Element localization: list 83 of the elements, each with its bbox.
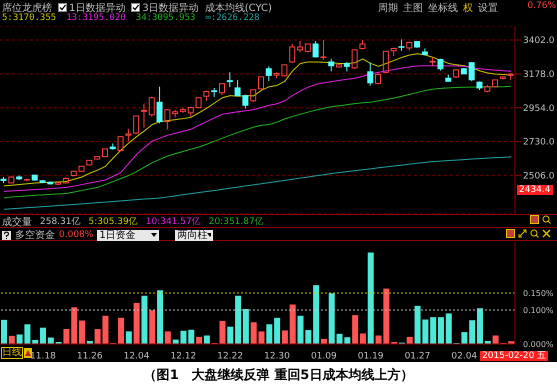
y-tick-label: 0.150% [523, 288, 554, 298]
dropdown-field: 两向柱 [175, 230, 214, 240]
text: 13:3195.020 [66, 13, 126, 23]
bar [368, 252, 374, 344]
text: 成交量 [2, 216, 32, 229]
bar [149, 310, 156, 344]
bar [336, 334, 343, 344]
bar [414, 306, 421, 344]
bar [344, 337, 350, 344]
bar [492, 336, 499, 344]
x-tick-label: 02.04 [451, 351, 478, 362]
bar [16, 334, 23, 344]
bar [118, 318, 124, 344]
text: 0.76% [527, 1, 556, 11]
x-tick-label: 12.12 [170, 351, 196, 362]
bar [298, 316, 304, 344]
bar [196, 336, 202, 344]
text: 10:341.57亿 [146, 216, 201, 229]
y-tick-label: 3178.0 [523, 70, 555, 80]
text: 坐标线 [428, 2, 458, 15]
y-tick-label: 0.000% [523, 340, 554, 349]
bar [180, 330, 186, 344]
text: 5:3170.355 [2, 13, 56, 23]
bar [40, 328, 46, 344]
bar [376, 336, 382, 344]
y-tick-label: 3402.0 [523, 36, 555, 46]
y-tick-label: 2730.0 [523, 138, 555, 148]
bar [141, 296, 148, 344]
bar [79, 320, 86, 344]
bar [406, 336, 413, 344]
text: 成本均线(CYC) [204, 2, 272, 14]
y-tick-label: 2954.0 [523, 104, 555, 114]
bar [94, 329, 101, 344]
bar [204, 336, 210, 344]
candlestick [211, 87, 218, 98]
candlestick [226, 72, 233, 88]
chart-title: 多空资金 [15, 228, 55, 242]
dropdown-field: 1日资金 [97, 230, 160, 240]
text: 2434.4 [517, 185, 552, 195]
x-tick-label: 11.26 [76, 351, 103, 362]
text: 1日数据异动 [69, 2, 126, 14]
bar [8, 336, 15, 344]
text: 0.008% [59, 230, 94, 240]
y-tick-label: 2506.0 [523, 172, 555, 182]
bar [360, 333, 366, 344]
x-tick-label: 12.22 [217, 351, 244, 362]
text: 权 [463, 2, 473, 15]
text: 5:305.39亿 [88, 216, 138, 229]
bar [134, 302, 140, 344]
text: ∞:2626.228 [205, 13, 260, 23]
bar [476, 308, 483, 344]
candlestick [125, 128, 132, 142]
bar [172, 340, 179, 344]
text: 设置 [478, 2, 498, 15]
bar [1, 320, 7, 344]
bar [328, 293, 335, 344]
bar [188, 330, 194, 344]
line-series [3, 156, 512, 210]
text: 2015-02-20 五 [480, 351, 548, 361]
bar [352, 315, 358, 344]
text: 主图 [403, 2, 423, 15]
text: 席位龙虎榜 [2, 2, 52, 14]
x-tick-label: 11.18 [30, 351, 56, 362]
x-tick-label: 01.27 [404, 351, 430, 362]
text: 3日数据异动 [142, 2, 199, 14]
x-tick-label: 12.30 [264, 351, 290, 362]
bar [219, 320, 226, 344]
text: 20:351.87亿 [208, 216, 264, 229]
bar [157, 290, 164, 344]
bar [242, 308, 249, 344]
bar [258, 331, 264, 344]
text: 258.31亿 [40, 216, 80, 229]
bar [438, 317, 444, 344]
y-tick-label: 0.100% [523, 306, 554, 315]
text: 34:3095.953 [136, 13, 196, 23]
bar [164, 331, 171, 344]
x-tick-label: 12.04 [124, 351, 150, 362]
x-tick-label: 01.09 [310, 351, 337, 362]
bar [250, 322, 257, 344]
x-tick-label: 01.19 [358, 351, 384, 362]
text: （图1 大盘继续反弹 重回5日成本均线上方） [142, 366, 414, 384]
text: 周期 [378, 2, 398, 15]
bar [126, 331, 132, 344]
